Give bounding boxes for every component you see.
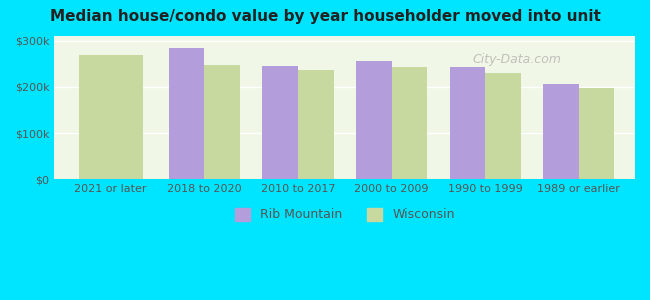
Bar xyxy=(485,73,521,179)
Bar xyxy=(204,65,240,179)
Bar xyxy=(450,68,485,179)
Bar xyxy=(169,48,204,179)
Bar xyxy=(356,61,391,179)
Bar xyxy=(263,66,298,179)
Bar xyxy=(543,84,578,179)
Text: City-Data.com: City-Data.com xyxy=(473,53,562,66)
Bar xyxy=(578,88,614,179)
Bar xyxy=(79,56,143,179)
Legend: Rib Mountain, Wisconsin: Rib Mountain, Wisconsin xyxy=(229,202,461,228)
Bar xyxy=(298,70,333,179)
Bar xyxy=(391,68,427,179)
Text: Median house/condo value by year householder moved into unit: Median house/condo value by year househo… xyxy=(49,9,601,24)
